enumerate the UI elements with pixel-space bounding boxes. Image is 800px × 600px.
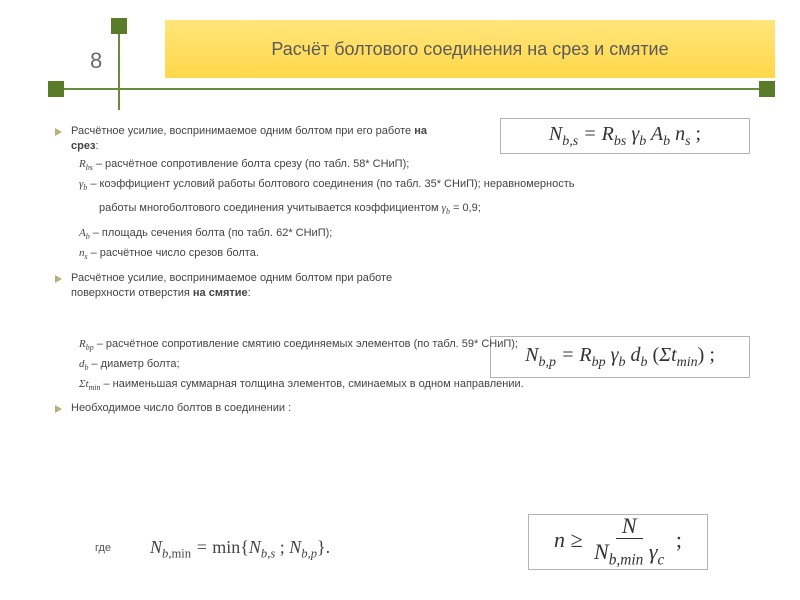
def-ab: Ab – площадь сечения болта (по табл. 62*… xyxy=(55,226,765,243)
bullet-3: Необходимое число болтов в соединении : xyxy=(55,401,765,416)
text: – коэффициент условий работы болтового с… xyxy=(87,178,574,190)
where-label: где xyxy=(95,542,111,554)
slide-root: Расчёт болтового соединения на срез и см… xyxy=(0,0,800,600)
title-band: Расчёт болтового соединения на срез и см… xyxy=(165,20,775,78)
bullet-2: Расчётное усилие, воспринимаемое одним б… xyxy=(55,271,455,301)
text-bold: на смятие xyxy=(193,287,248,299)
text: = 0,9; xyxy=(450,202,481,214)
sym: R xyxy=(79,338,86,350)
horizontal-rule xyxy=(48,88,775,90)
decor-square xyxy=(111,18,127,34)
def-db: db – диаметр болта; xyxy=(55,357,765,374)
text: : xyxy=(248,287,251,299)
text: Расчётное усилие, воспринимаемое одним б… xyxy=(71,125,414,137)
text: – диаметр болта; xyxy=(88,358,179,370)
def-sigma-tmin: Σtmin – наименьшая суммарная толщина эле… xyxy=(55,377,765,394)
text: – расчётное сопротивление болта срезу (п… xyxy=(93,158,410,170)
text: – расчётное число срезов болта. xyxy=(88,247,259,259)
def-rbp: Rbp – расчётное сопротивление смятию сое… xyxy=(55,337,765,354)
text: работы многоболтового соединения учитыва… xyxy=(99,202,442,214)
sym: R xyxy=(79,158,86,170)
bullet-1: Расчётное усилие, воспринимаемое одним б… xyxy=(55,124,455,154)
formula-bolt-count: n ≥ NNb,min γc ; xyxy=(528,514,708,570)
formula-nbmin: Nb,min = min{Nb,s ; Nb,p}. xyxy=(150,537,330,562)
slide-title: Расчёт болтового соединения на срез и см… xyxy=(271,38,668,61)
text: : xyxy=(95,140,98,152)
decor-square xyxy=(759,81,775,97)
slide-number: 8 xyxy=(90,48,102,74)
sub: bp xyxy=(86,343,94,352)
def-gamma-b: γb – коэффициент условий работы болтовог… xyxy=(55,177,765,194)
def-ns: ns – расчётное число срезов болта. xyxy=(55,246,765,263)
text: – площадь сечения болта (по табл. 62* СН… xyxy=(90,227,333,239)
sym: A xyxy=(79,227,86,239)
def-gamma-b-2: работы многоболтового соединения учитыва… xyxy=(55,201,765,218)
sym: Σt xyxy=(79,378,89,390)
sub: min xyxy=(89,383,101,392)
decor-square xyxy=(48,81,64,97)
def-rbs: Rbs – расчётное сопротивление болта срез… xyxy=(55,157,765,174)
content-area: Расчётное усилие, воспринимаемое одним б… xyxy=(55,118,765,419)
sub: bs xyxy=(86,163,93,172)
text: – расчётное сопротивление смятию соединя… xyxy=(94,338,518,350)
text: Необходимое число болтов в соединении : xyxy=(71,402,291,414)
text: – наименьшая суммарная толщина элементов… xyxy=(100,378,523,390)
